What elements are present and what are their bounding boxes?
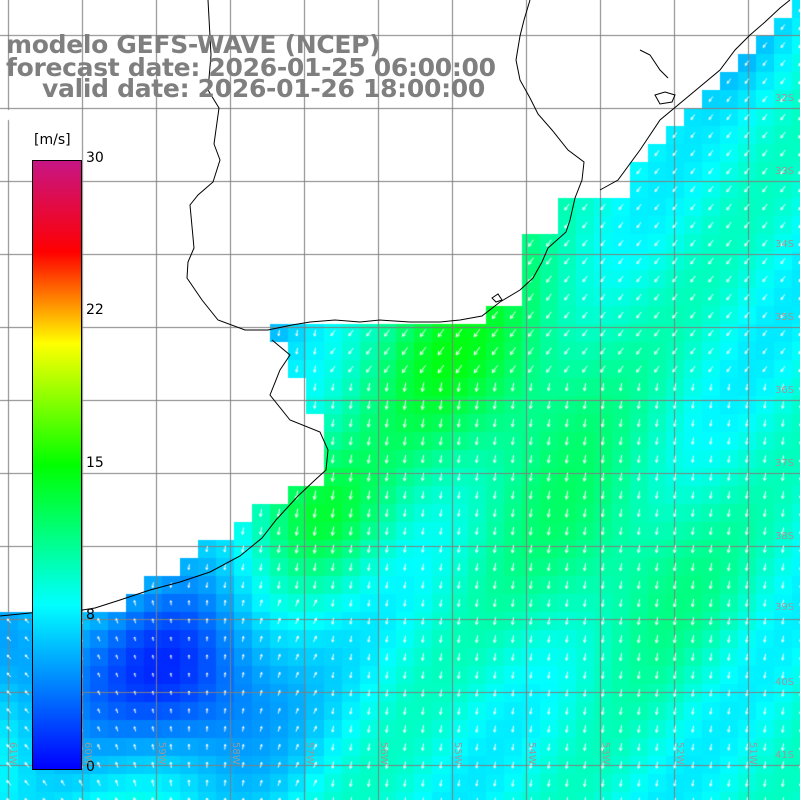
lon-label-57w: 57W (304, 742, 315, 765)
colorbar (32, 160, 82, 770)
lon-label-60w: 60W (82, 742, 93, 765)
lon-label-56w: 56W (378, 742, 389, 765)
colorbar-tick-15: 15 (86, 455, 104, 471)
lon-label-52w: 52W (674, 742, 685, 765)
lon-label-55w: 55W (452, 742, 463, 765)
colorbar-tick-22: 22 (86, 302, 104, 318)
valid-date-title: valid date: 2026-01-26 18:00:00 (42, 74, 485, 103)
colorbar-unit: [m/s] (34, 132, 71, 148)
lon-label-51w: 51W (747, 742, 758, 765)
colorbar-tick-30: 30 (86, 150, 104, 166)
lat-label-41s: 41S (775, 750, 795, 761)
lon-label-59w: 59W (156, 742, 167, 765)
lat-label-37s: 37S (775, 458, 795, 469)
forecast-date-title: forecast date: 2026-01-25 06:00:00 (6, 53, 496, 82)
lon-label-54w: 54W (526, 742, 537, 765)
lon-label-53w: 53W (600, 742, 611, 765)
lat-label-39s: 39S (775, 602, 795, 613)
lat-label-35s: 35S (775, 312, 795, 323)
lon-label-61w: 61W (7, 742, 18, 765)
colorbar-tick-8: 8 (86, 607, 95, 623)
lat-label-36s: 36S (775, 385, 795, 396)
lat-label-38s: 38S (775, 531, 795, 542)
model-title: modelo GEFS-WAVE (NCEP) (6, 30, 381, 59)
lat-label-32s: 32S (775, 93, 795, 104)
colorbar-tick-0: 0 (86, 759, 95, 775)
lat-label-34s: 34S (775, 239, 795, 250)
lat-label-33s: 33S (775, 166, 795, 177)
lon-label-58w: 58W (230, 742, 241, 765)
lat-label-40s: 40S (775, 677, 795, 688)
